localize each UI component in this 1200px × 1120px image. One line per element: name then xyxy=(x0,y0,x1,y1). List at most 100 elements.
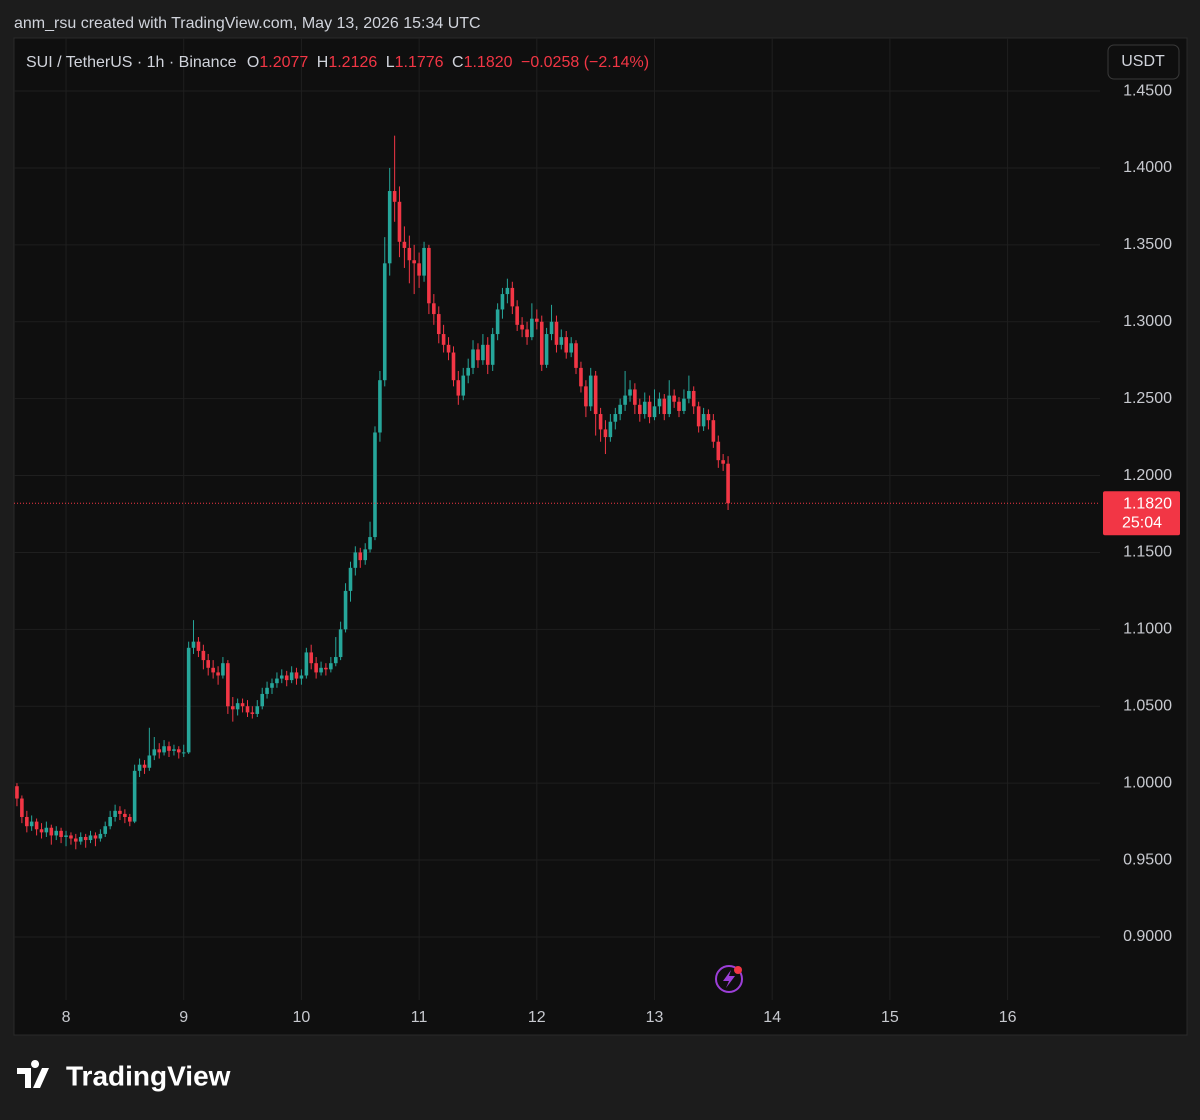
x-tick-label: 10 xyxy=(293,1009,311,1026)
candle-body xyxy=(353,552,358,568)
y-tick-label: 0.9500 xyxy=(1123,851,1172,868)
low-value: 1.1776 xyxy=(395,54,444,71)
candle-body xyxy=(64,835,68,837)
symbol: SUI / TetherUS · 1h · Binance xyxy=(26,54,237,71)
candle-body xyxy=(103,826,108,834)
candle-body xyxy=(481,344,485,361)
lightning-icon[interactable] xyxy=(715,965,743,993)
attribution: anm_rsu created with TradingView.com, Ma… xyxy=(14,15,481,32)
y-tick-label: 1.3000 xyxy=(1123,313,1172,330)
change: −0.0258 (−2.14%) xyxy=(521,54,649,71)
candle-body xyxy=(574,343,578,368)
candle-body xyxy=(677,401,681,411)
candle-body xyxy=(417,263,421,276)
candle-body xyxy=(157,749,162,753)
candle-body xyxy=(235,703,240,710)
candle-body xyxy=(422,247,426,276)
candle-body xyxy=(78,836,83,842)
candle-body xyxy=(34,821,39,830)
currency-button[interactable] xyxy=(1107,44,1180,80)
candle-body xyxy=(584,386,588,407)
candle-body xyxy=(544,334,549,365)
y-tick-label: 1.2000 xyxy=(1123,467,1172,484)
candle-body xyxy=(15,786,19,799)
x-tick-label: 12 xyxy=(528,1009,546,1026)
candle-body xyxy=(338,629,343,658)
x-tick-label: 8 xyxy=(62,1009,71,1026)
x-tick-label: 16 xyxy=(999,1009,1017,1026)
high-value: 1.2126 xyxy=(328,54,377,71)
y-tick-label: 1.1500 xyxy=(1123,544,1172,561)
candle-body xyxy=(397,201,402,242)
candle-body xyxy=(667,395,672,415)
candle-body xyxy=(245,706,250,713)
candle-body xyxy=(93,835,98,839)
candle-body xyxy=(535,318,539,322)
candle-body xyxy=(642,401,647,415)
candle-body xyxy=(608,421,613,438)
candle-body xyxy=(25,816,29,827)
candle-body xyxy=(260,693,265,707)
candle-body xyxy=(167,746,171,751)
candle-body xyxy=(108,816,112,827)
candle-body xyxy=(618,404,622,415)
candle-body xyxy=(432,303,436,315)
candle-body xyxy=(613,414,618,422)
candle-body xyxy=(44,827,49,833)
candle-body xyxy=(181,752,186,754)
open-label: O xyxy=(247,54,259,71)
y-tick-label: 1.4500 xyxy=(1123,82,1172,99)
candle-body xyxy=(579,367,583,387)
candle-body xyxy=(451,352,456,381)
close-value: 1.1820 xyxy=(464,54,513,71)
candle-body xyxy=(603,429,608,438)
candle-body xyxy=(196,641,201,651)
candle-body xyxy=(319,667,323,673)
candle-body xyxy=(191,641,196,648)
countdown: 25:04 xyxy=(1122,514,1162,531)
candle-body xyxy=(647,401,652,418)
logo: TradingView xyxy=(17,1060,231,1091)
candle-body xyxy=(382,263,387,381)
candle-body xyxy=(726,463,730,504)
candle-body xyxy=(142,764,147,768)
candle-body xyxy=(98,833,103,839)
candle-body xyxy=(83,836,88,841)
icon-dot[interactable] xyxy=(734,966,742,974)
candle-body xyxy=(466,367,470,376)
candle-body xyxy=(623,395,627,405)
candle-body xyxy=(441,334,446,345)
candle-body xyxy=(392,191,397,202)
candle-body xyxy=(289,672,294,681)
candle-body xyxy=(672,395,676,402)
candle-body xyxy=(128,816,132,822)
candle-body xyxy=(123,813,127,817)
candle-body xyxy=(588,375,593,407)
candle-body xyxy=(593,375,598,415)
candle-body xyxy=(304,652,309,676)
icon-ring[interactable] xyxy=(715,965,743,993)
candle-body xyxy=(633,389,637,405)
candle-body xyxy=(348,567,353,591)
candle-body xyxy=(147,755,152,768)
candle-body xyxy=(402,241,407,248)
last-price-label: 1.1820 xyxy=(1123,495,1172,512)
logo-text: TradingView xyxy=(66,1060,231,1091)
candle-body xyxy=(510,287,515,307)
candle-body xyxy=(706,414,711,421)
candle-body xyxy=(113,810,117,817)
candle-body xyxy=(373,432,377,538)
icon-bolt[interactable] xyxy=(723,970,735,988)
candle-body xyxy=(520,324,524,330)
candle-body xyxy=(176,749,181,753)
candle-body xyxy=(358,552,363,561)
candle-body xyxy=(485,344,490,365)
candle-body xyxy=(461,375,466,396)
y-tick-label: 1.0500 xyxy=(1123,697,1172,714)
y-tick-label: 0.9000 xyxy=(1123,928,1172,945)
candle-body xyxy=(687,390,691,399)
y-tick-label: 1.4000 xyxy=(1123,159,1172,176)
candle-body xyxy=(436,314,441,335)
currency[interactable]: USDT xyxy=(1121,53,1165,70)
